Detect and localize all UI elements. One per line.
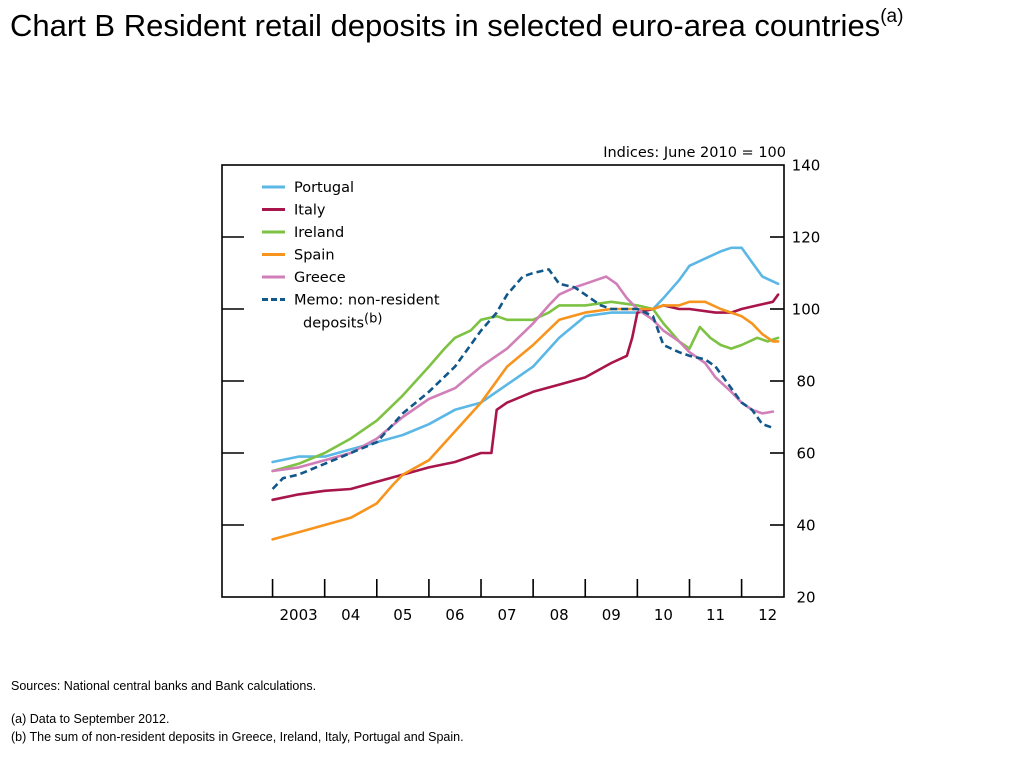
footnote-a: (a) Data to September 2012. — [11, 712, 170, 726]
chart-title-footnote-ref: (a) — [880, 6, 904, 27]
legend-label-sup: (b) — [364, 312, 382, 327]
x-tick-label: 2003 — [280, 606, 318, 624]
y-tick-label: 40 — [796, 517, 815, 535]
series-line-ireland — [271, 300, 780, 473]
series-line-italy — [271, 293, 780, 502]
series-line-portugal — [271, 246, 780, 464]
unit-label: Indices: June 2010 = 100 — [603, 145, 786, 161]
y-tick-label: 60 — [796, 445, 815, 463]
chart-title-text: Chart B Resident retail deposits in sele… — [10, 8, 881, 43]
x-tick-label: 10 — [654, 606, 673, 624]
y-tick-label: 80 — [796, 373, 815, 391]
chart-title: Chart B Resident retail deposits in sele… — [10, 6, 904, 44]
legend-label-memo-cont: deposits(b) — [303, 312, 382, 332]
legend-label-portugal: Portugal — [294, 180, 354, 196]
legend-label-greece: Greece — [294, 270, 346, 286]
y-tick-label: 20 — [796, 589, 815, 607]
y-tick-label: 100 — [792, 301, 821, 319]
x-tick-label: 05 — [393, 606, 412, 624]
y-tick-label: 120 — [792, 229, 821, 247]
legend-label-italy: Italy — [294, 203, 326, 219]
x-tick-label: 12 — [758, 606, 777, 624]
legend-label-spain: Spain — [294, 248, 335, 264]
footnote-b: (b) The sum of non-resident deposits in … — [11, 730, 464, 744]
x-tick-label: 06 — [445, 606, 464, 624]
legend-label-ireland: Ireland — [294, 225, 344, 241]
series-line-memo-non-resident-deposits — [271, 268, 774, 490]
x-tick-label: 07 — [498, 606, 517, 624]
y-tick-label: 140 — [792, 157, 821, 175]
series-line-spain — [271, 300, 780, 541]
x-tick-label: 09 — [602, 606, 621, 624]
x-tick-label: 04 — [341, 606, 360, 624]
x-tick-label: 11 — [706, 606, 725, 624]
legend-label-memo: Memo: non-resident — [294, 293, 440, 309]
x-tick-label: 08 — [550, 606, 569, 624]
sources-note: Sources: National central banks and Bank… — [11, 679, 317, 693]
series-line-greece — [271, 275, 775, 473]
